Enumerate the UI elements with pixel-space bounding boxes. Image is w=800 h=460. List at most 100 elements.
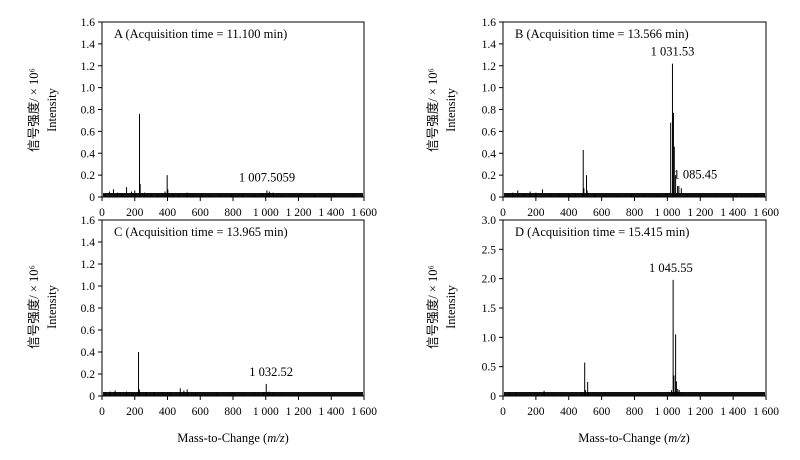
x-tick-label-b-2: 400 [560, 207, 578, 219]
y-tick-label-d-3: 1.5 [482, 303, 497, 315]
y-tick-label-a-0: 0 [89, 192, 95, 204]
y-axis-label-en-a: Intensity [45, 87, 59, 131]
peak-label-d-0: 1 045.55 [649, 261, 693, 275]
x-tick-label-c-8: 1 600 [351, 406, 377, 418]
x-tick-label-c-3: 600 [192, 406, 210, 418]
y-tick-label-b-1: 0.2 [482, 170, 497, 182]
x-tick-label-c-4: 800 [224, 406, 242, 418]
x-tick-label-c-6: 1 200 [286, 406, 312, 418]
baseline-noise-c [103, 392, 363, 396]
baseline-noise-d [504, 392, 765, 396]
y-tick-label-b-8: 1.6 [482, 17, 497, 29]
y-axis-label-c: 信号强度/ × 10⁶ [26, 265, 41, 349]
y-axis-label-en-b: Intensity [444, 87, 458, 131]
x-tick-label-d-6: 1 200 [687, 406, 713, 418]
y-tick-label-a-1: 0.2 [81, 170, 96, 182]
y-tick-label-a-8: 1.6 [81, 17, 96, 29]
x-tick-label-d-8: 1 600 [753, 406, 779, 418]
y-tick-label-d-5: 2.5 [482, 244, 497, 256]
panel-b: 信号强度/ × 10⁶ Intensity 0 0.2 0.4 0.6 0.8 1.0 1.… [425, 17, 779, 219]
y-tick-label-a-7: 1.4 [81, 39, 96, 51]
x-axis-label-right: Mass-to-Change (m/z) [578, 431, 689, 445]
y-tick-label-b-3: 0.6 [482, 126, 497, 138]
y-tick-label-b-4: 0.8 [482, 105, 497, 117]
x-tick-label-a-5: 1 000 [253, 207, 279, 219]
y-tick-label-d-1: 0.5 [482, 362, 497, 374]
y-axis-label-en-c: Intensity [45, 284, 59, 328]
plot-frame-c [101, 219, 365, 397]
y-axis-label-en-d: Intensity [444, 284, 458, 328]
x-tick-label-d-5: 1 000 [654, 406, 680, 418]
y-tick-label-c-4: 0.8 [81, 303, 96, 315]
y-tick-label-c-7: 1.4 [81, 237, 96, 249]
x-tick-label-a-3: 600 [192, 207, 210, 219]
y-tick-label-a-3: 0.6 [81, 126, 96, 138]
y-tick-label-b-7: 1.4 [482, 39, 497, 51]
y-tick-label-c-3: 0.6 [81, 325, 96, 337]
x-tick-label-b-1: 200 [527, 207, 545, 219]
y-tick-label-d-0: 0 [490, 391, 496, 403]
panel-a: 信号强度/ × 10⁶ Intensity 0 0.2 0.4 0.6 0.8 1.0 1.… [26, 17, 377, 219]
y-tick-label-c-1: 0.2 [81, 369, 96, 381]
x-tick-label-c-7: 1 400 [318, 406, 344, 418]
x-tick-label-a-1: 200 [126, 207, 144, 219]
x-tick-label-d-1: 200 [527, 406, 545, 418]
x-tick-label-a-7: 1 400 [318, 207, 344, 219]
x-tick-label-d-2: 400 [560, 406, 578, 418]
x-tick-label-b-5: 1 000 [654, 207, 680, 219]
y-tick-label-b-0: 0 [490, 192, 496, 204]
x-tick-label-b-4: 800 [626, 207, 644, 219]
y-tick-label-b-5: 1.0 [482, 83, 497, 95]
x-tick-label-a-2: 400 [159, 207, 177, 219]
panel-d: 信号强度/ × 10⁶ Intensity 0 0.5 1.0 1.5 2.0 2.5 3.… [425, 215, 779, 418]
peak-label-c-0: 1 032.52 [249, 365, 293, 379]
y-tick-label-c-6: 1.2 [81, 259, 96, 271]
x-tick-label-c-0: 0 [99, 406, 105, 418]
x-tick-label-b-3: 600 [593, 207, 611, 219]
x-tick-label-c-1: 200 [126, 406, 144, 418]
x-tick-label-b-7: 1 400 [720, 207, 746, 219]
y-axis-label-a: 信号强度/ × 10⁶ [26, 68, 41, 152]
x-tick-label-c-5: 1 000 [253, 406, 279, 418]
plot-frame-d [502, 219, 767, 397]
y-tick-label-c-0: 0 [89, 391, 95, 403]
baseline-noise-b [504, 193, 765, 197]
peak-label-b-1: 1 085.45 [674, 167, 718, 181]
peak-label-b-0: 1 031.53 [651, 45, 695, 59]
baseline-noise-a [103, 193, 363, 197]
panel-title-c: C (Acquisition time = 13.965 min) [114, 225, 288, 239]
y-tick-label-a-4: 0.8 [81, 105, 96, 117]
peak-label-a-0: 1 007.5059 [239, 170, 295, 184]
y-axis-label-d: 信号强度/ × 10⁶ [425, 265, 440, 349]
x-axis-label-left: Mass-to-Change (m/z) [177, 431, 288, 445]
x-tick-label-b-8: 1 600 [753, 207, 779, 219]
plot-frame-a [101, 21, 365, 198]
y-tick-label-a-6: 1.2 [81, 61, 96, 73]
x-tick-label-c-2: 400 [159, 406, 177, 418]
y-tick-label-c-5: 1.0 [81, 281, 96, 293]
y-tick-label-d-4: 2.0 [482, 274, 497, 286]
x-tick-label-a-6: 1 200 [286, 207, 312, 219]
panel-title-a: A (Acquisition time = 11.100 min) [114, 27, 287, 41]
x-tick-label-d-3: 600 [593, 406, 611, 418]
panel-c: 信号强度/ × 10⁶ Intensity 0 0.2 0.4 0.6 0.8 1.0 1.… [26, 215, 377, 418]
y-tick-label-d-6: 3.0 [482, 215, 497, 227]
y-tick-label-c-2: 0.4 [81, 347, 96, 359]
y-tick-label-a-2: 0.4 [81, 148, 96, 160]
x-tick-label-b-6: 1 200 [687, 207, 713, 219]
x-tick-label-a-4: 800 [224, 207, 242, 219]
y-tick-label-b-2: 0.4 [482, 148, 497, 160]
x-tick-label-b-0: 0 [500, 207, 506, 219]
x-tick-label-a-0: 0 [99, 207, 105, 219]
plot-frame-b [502, 21, 767, 198]
x-tick-label-d-4: 800 [626, 406, 644, 418]
x-tick-label-d-0: 0 [500, 406, 506, 418]
y-axis-label-b: 信号强度/ × 10⁶ [425, 68, 440, 152]
panel-title-d: D (Acquisition time = 15.415 min) [515, 225, 689, 239]
x-tick-label-d-7: 1 400 [720, 406, 746, 418]
x-tick-label-a-8: 1 600 [351, 207, 377, 219]
y-tick-label-b-6: 1.2 [482, 61, 497, 73]
y-tick-label-a-5: 1.0 [81, 83, 96, 95]
y-tick-label-c-8: 1.6 [81, 215, 96, 227]
